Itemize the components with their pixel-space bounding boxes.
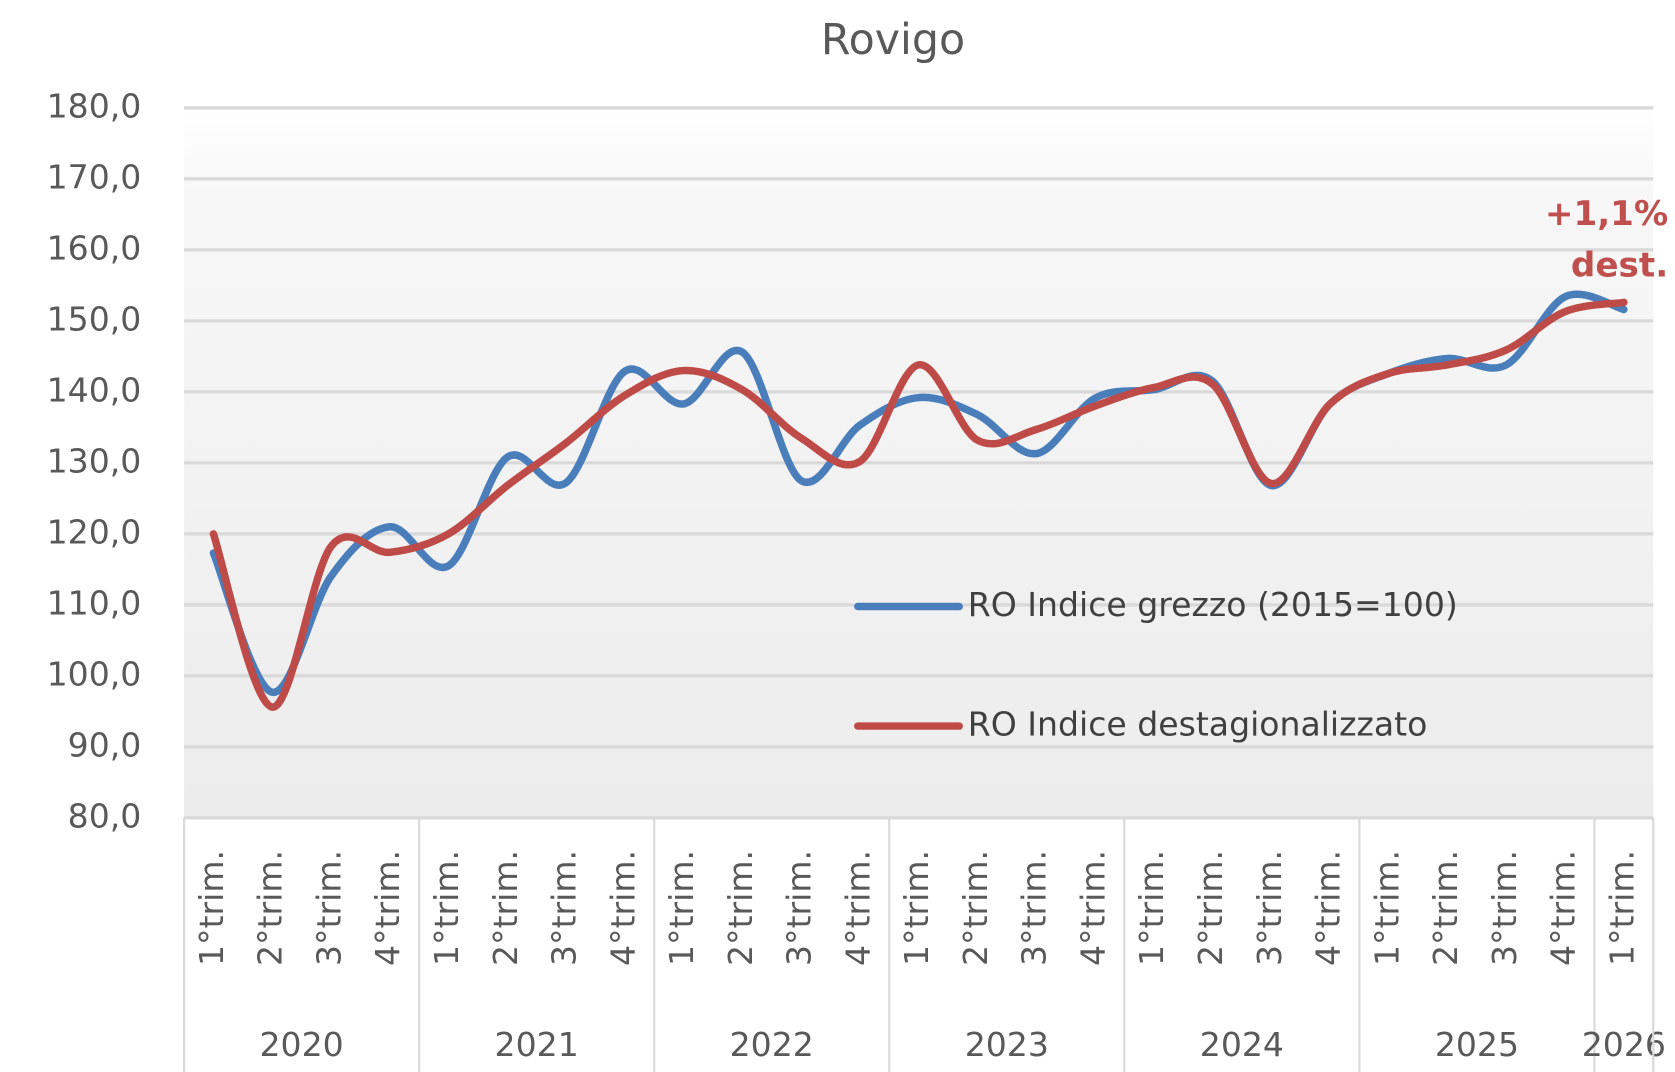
y-tick-label: 180,0: [47, 86, 142, 125]
annotation: +1,1%: [1545, 194, 1668, 234]
chart-title: Rovigo: [821, 15, 965, 65]
x-tick-label: 4°trim.: [1309, 850, 1348, 966]
x-tick-label: 1°trim.: [897, 850, 936, 966]
x-group-label: 2022: [730, 1025, 814, 1064]
x-tick-label: 3°trim.: [309, 850, 348, 966]
x-tick-label: 1°trim.: [1367, 850, 1406, 966]
x-tick-label: 4°trim.: [368, 850, 407, 966]
x-tick-label: 1°trim.: [1132, 850, 1171, 966]
x-tick-label: 2°trim.: [486, 850, 525, 966]
x-tick-label: 3°trim.: [545, 850, 584, 966]
x-tick-label: 2°trim.: [251, 850, 290, 966]
x-tick-label: 2°trim.: [1191, 850, 1230, 966]
y-tick-label: 140,0: [47, 370, 142, 409]
x-tick-label: 4°trim.: [603, 850, 642, 966]
x-tick-label: 3°trim.: [780, 850, 819, 966]
x-group-label: 2026: [1582, 1025, 1666, 1064]
y-tick-label: 170,0: [47, 157, 142, 196]
y-tick-label: 120,0: [47, 512, 142, 551]
x-tick-label: 2°trim.: [956, 850, 995, 966]
y-tick-label: 110,0: [47, 583, 142, 622]
x-group-label: 2023: [965, 1025, 1049, 1064]
annotation: dest.: [1571, 245, 1668, 285]
x-tick-label: 4°trim.: [1073, 850, 1112, 966]
x-tick-label: 3°trim.: [1250, 850, 1289, 966]
x-tick-label: 3°trim.: [1485, 850, 1524, 966]
y-tick-label: 100,0: [47, 654, 142, 693]
y-tick-label: 150,0: [47, 299, 142, 338]
x-group-label: 2025: [1435, 1025, 1519, 1064]
x-tick-label: 1°trim.: [192, 850, 231, 966]
y-tick-label: 130,0: [47, 441, 142, 480]
y-tick-label: 90,0: [68, 725, 142, 764]
x-group-label: 2024: [1200, 1025, 1284, 1064]
x-tick-label: 2°trim.: [721, 850, 760, 966]
series-line: [209, 298, 1628, 711]
x-group-label: 2021: [495, 1025, 579, 1064]
x-tick-label: 1°trim.: [1602, 850, 1641, 966]
x-tick-label: 4°trim.: [838, 850, 877, 966]
x-tick-label: 1°trim.: [427, 850, 466, 966]
x-tick-label: 2°trim.: [1426, 850, 1465, 966]
x-group-label: 2020: [259, 1025, 343, 1064]
legend-label: RO Indice destagionalizzato: [968, 705, 1428, 744]
y-tick-label: 80,0: [68, 796, 142, 835]
legend-label: RO Indice grezzo (2015=100): [968, 585, 1458, 624]
x-tick-label: 1°trim.: [662, 850, 701, 966]
y-tick-label: 160,0: [47, 228, 142, 267]
x-tick-label: 4°trim.: [1544, 850, 1583, 966]
x-tick-label: 3°trim.: [1015, 850, 1054, 966]
